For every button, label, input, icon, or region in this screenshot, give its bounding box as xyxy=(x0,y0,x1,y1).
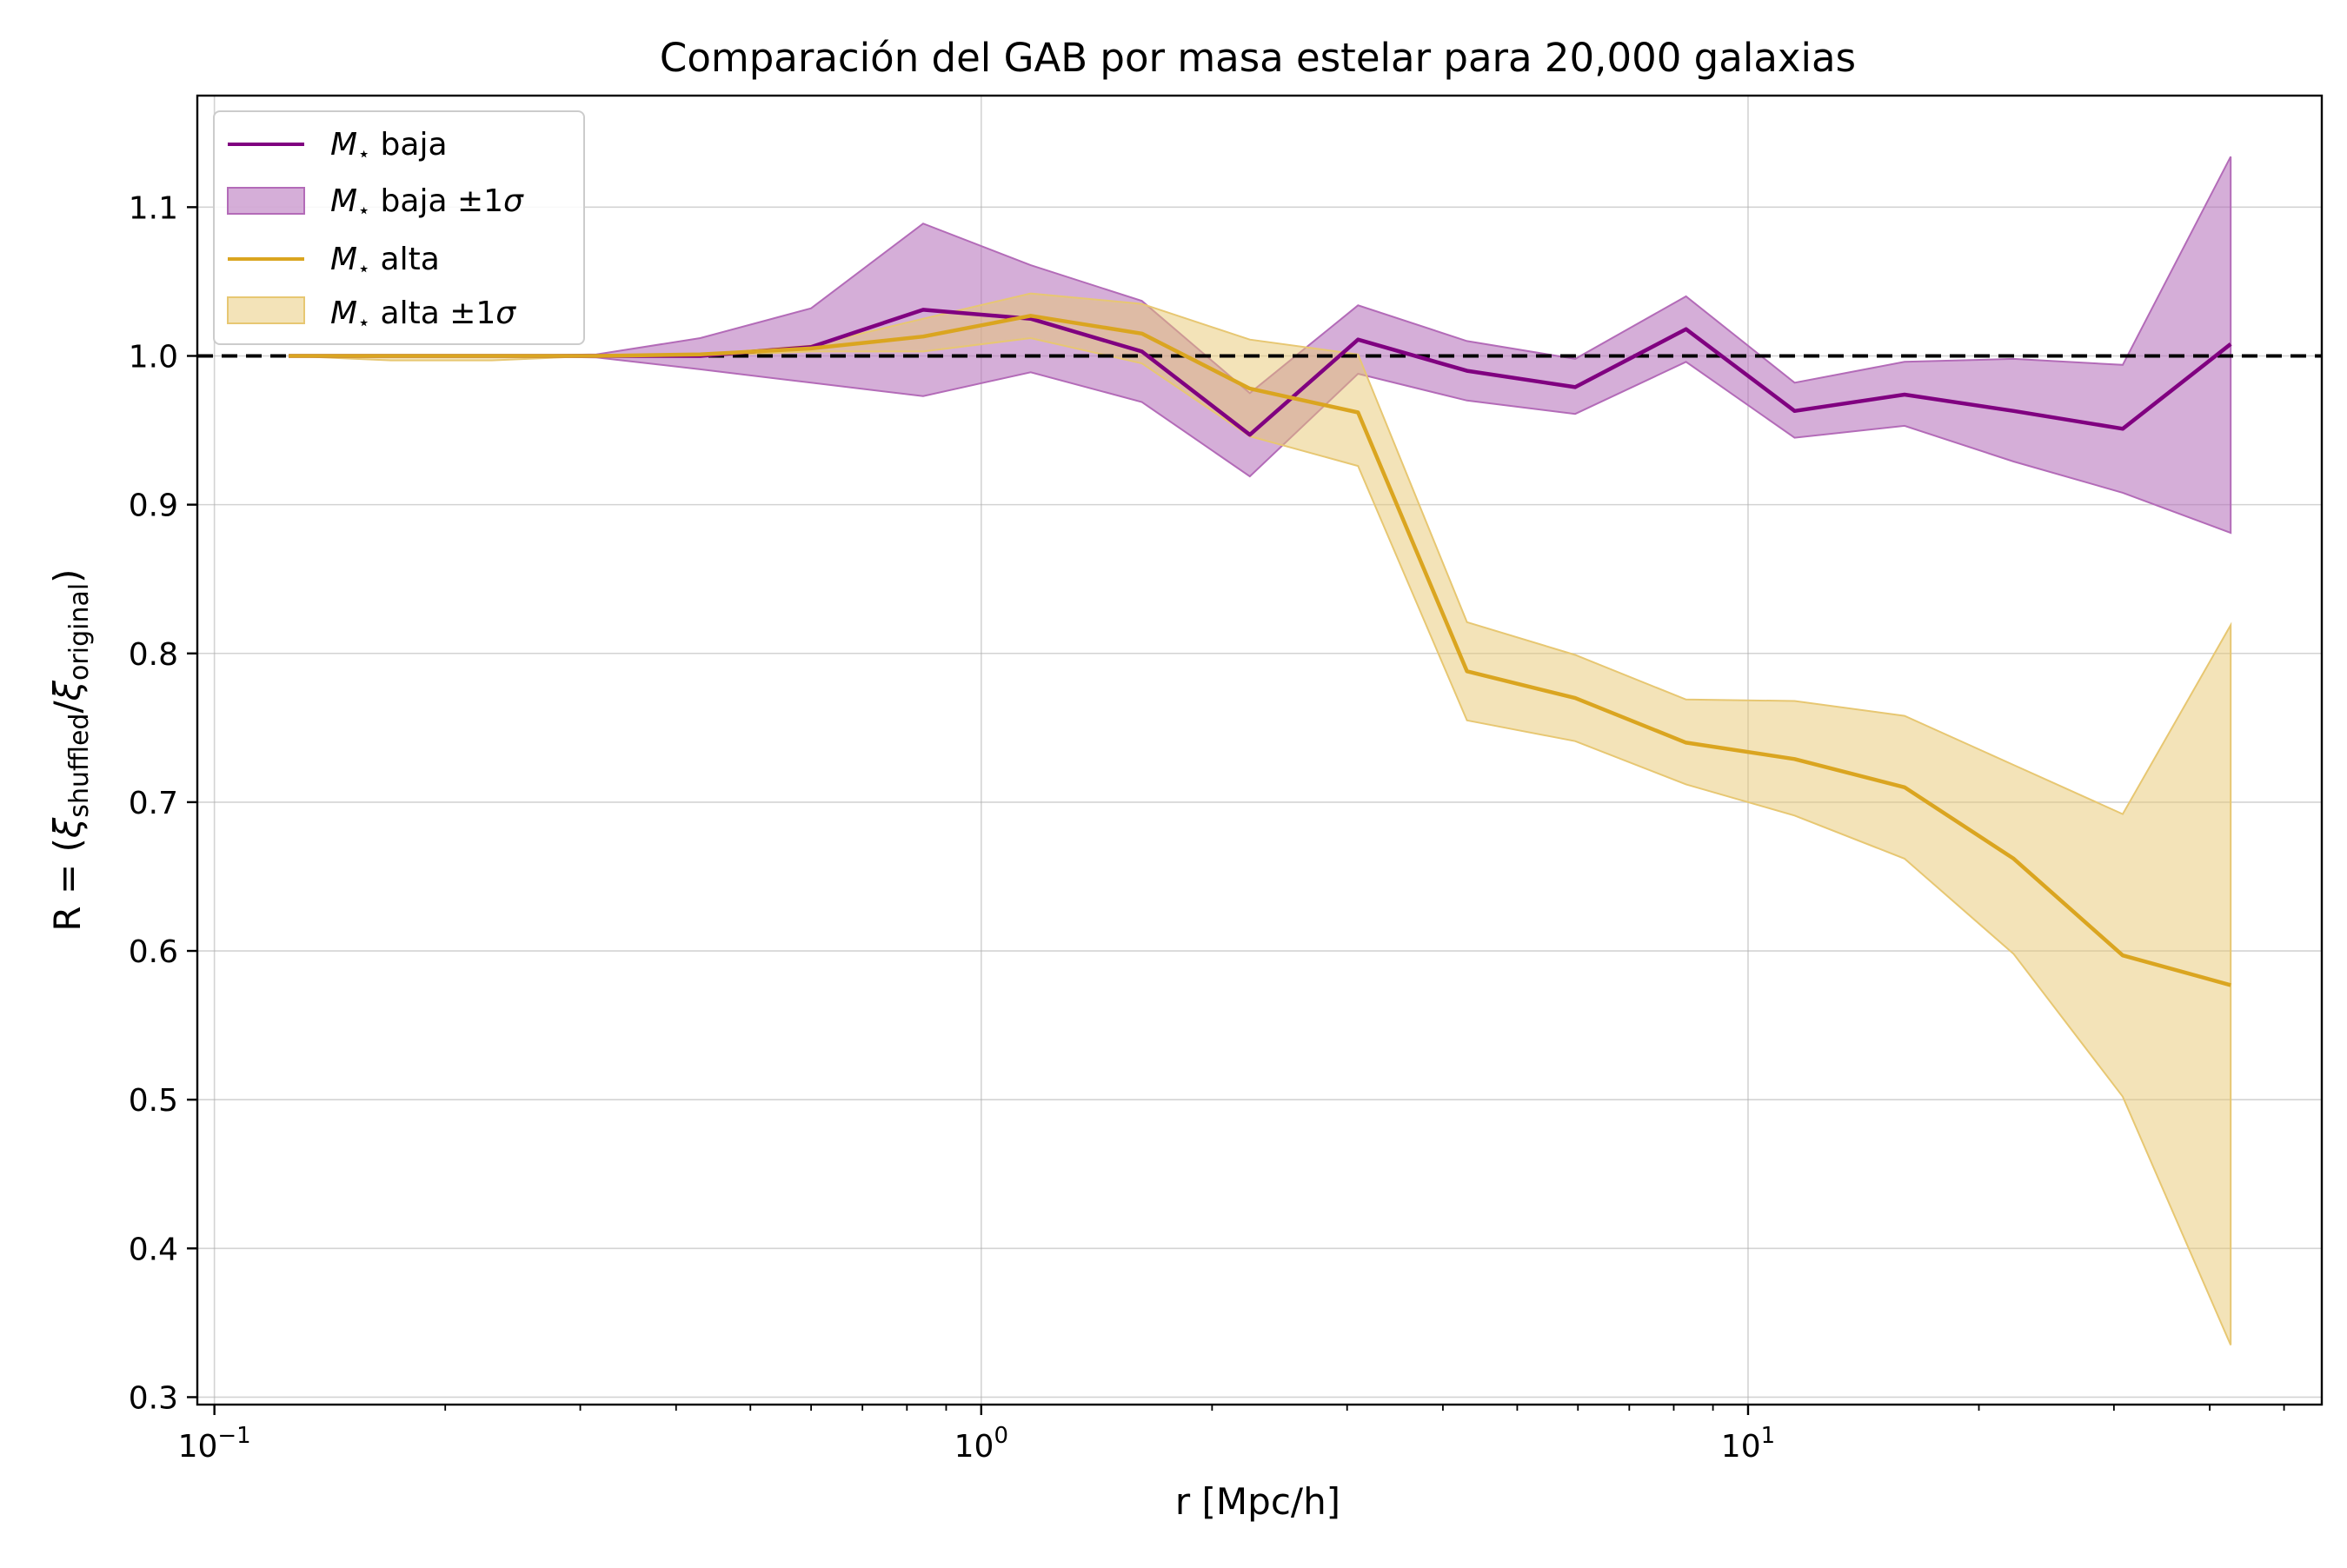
y-tick-label-1: 0.4 xyxy=(129,1232,178,1267)
y-tick-label-5: 0.8 xyxy=(129,637,178,673)
y-tick-label-2: 0.5 xyxy=(129,1083,178,1119)
y-axis-label-xi-1: ξ xyxy=(46,817,89,839)
y-tick-label-4: 0.7 xyxy=(129,786,178,821)
y-axis-label-slash: / xyxy=(46,701,89,714)
y-tick-label-0: 0.3 xyxy=(129,1380,178,1416)
y-axis-label-prefix: R = ( xyxy=(46,838,89,931)
y-tick-label-6: 0.9 xyxy=(129,488,178,524)
legend-swatch-low-mass-band xyxy=(228,188,304,214)
y-axis-label-sub-original: original xyxy=(64,583,95,681)
legend-label-high-mass: M⋆ alta xyxy=(330,242,440,281)
legend-swatch-high-mass-band xyxy=(228,297,304,323)
y-axis-label-sub-shuffled: shuffled xyxy=(64,714,95,818)
y-axis-label-xi-2: ξ xyxy=(46,680,89,701)
y-tick-label-7: 1.0 xyxy=(129,339,178,375)
y-axis-label-suffix: ) xyxy=(46,568,89,582)
legend-label-low-mass: M⋆ baja xyxy=(330,127,448,166)
legend: M⋆ baja M⋆ baja ±1σ M⋆ alta M⋆ alta ±1σ xyxy=(214,111,584,344)
y-tick-label-8: 1.1 xyxy=(129,190,178,226)
y-tick-label-3: 0.6 xyxy=(129,934,178,970)
x-axis-label: r [Mpc/h] xyxy=(1175,1480,1340,1523)
chart-title: Comparación del GAB por masa estelar par… xyxy=(660,35,1856,81)
